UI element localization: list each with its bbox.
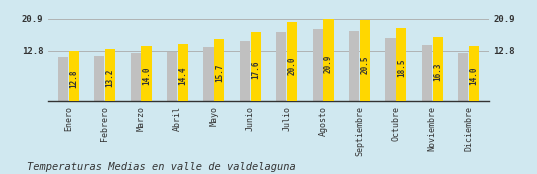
Text: 14.0: 14.0 xyxy=(142,67,151,85)
Bar xyxy=(287,22,297,101)
Text: 12.8: 12.8 xyxy=(69,69,78,88)
Bar xyxy=(422,45,432,101)
Bar xyxy=(69,50,79,101)
Text: 20.5: 20.5 xyxy=(360,55,369,74)
Bar xyxy=(167,52,177,101)
Text: 14.4: 14.4 xyxy=(178,66,187,85)
Bar xyxy=(469,46,479,101)
Text: 15.7: 15.7 xyxy=(215,64,224,82)
Text: 20.0: 20.0 xyxy=(288,56,296,75)
Text: 16.3: 16.3 xyxy=(433,63,442,81)
Text: Temperaturas Medias en valle de valdelaguna: Temperaturas Medias en valle de valdelag… xyxy=(27,162,295,172)
Text: 18.5: 18.5 xyxy=(397,59,406,77)
Bar xyxy=(58,57,68,101)
Bar xyxy=(433,37,443,101)
Text: 14.0: 14.0 xyxy=(470,67,478,85)
Bar xyxy=(276,32,286,101)
Bar xyxy=(251,32,261,101)
Bar xyxy=(130,53,141,101)
Bar xyxy=(313,29,323,101)
Bar xyxy=(323,19,333,101)
Bar xyxy=(94,56,104,101)
Bar xyxy=(360,20,370,101)
Bar xyxy=(105,49,115,101)
Bar xyxy=(214,39,224,101)
Text: 20.9: 20.9 xyxy=(324,55,333,73)
Bar xyxy=(396,28,407,101)
Text: 13.2: 13.2 xyxy=(106,68,115,87)
Bar xyxy=(458,53,468,101)
Bar xyxy=(386,38,396,101)
Bar xyxy=(178,44,188,101)
Bar xyxy=(240,41,250,101)
Bar xyxy=(141,46,151,101)
Bar xyxy=(349,31,359,101)
Bar xyxy=(204,47,214,101)
Text: 17.6: 17.6 xyxy=(251,61,260,79)
